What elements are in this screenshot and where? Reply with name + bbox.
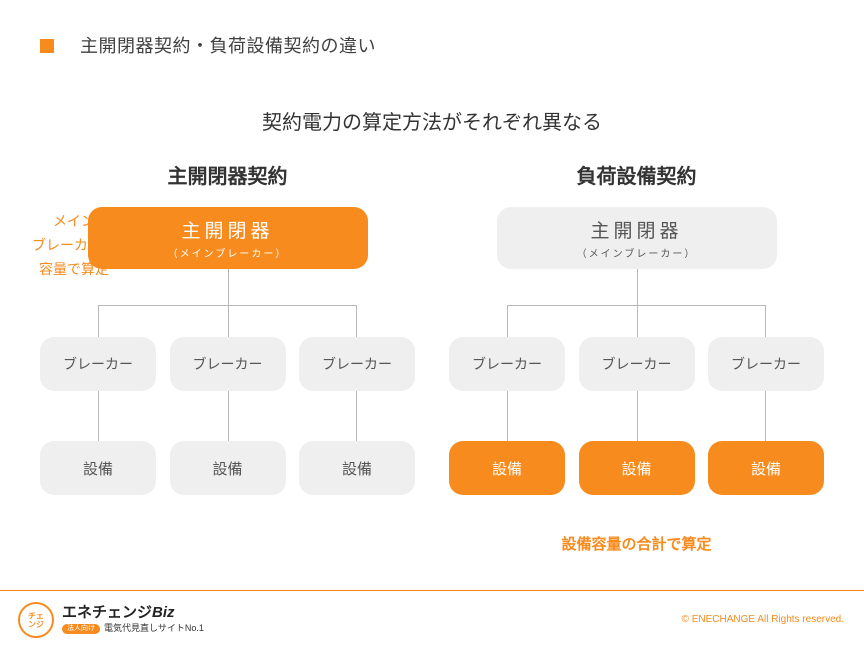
right-breaker-node: ブレーカー (449, 337, 565, 391)
connector-line (98, 391, 99, 441)
brand-logo-name: エネチェンジBiz (62, 605, 204, 622)
right-root-title: 主開閉器 (590, 216, 682, 243)
left-tree: 主開閉器 （メインブレーカー） ブレーカー ブレーカー ブレーカー 設備 設備 … (40, 207, 415, 517)
left-breaker-node: ブレーカー (40, 337, 156, 391)
connector-line (507, 305, 508, 337)
diagram-columns: 主開閉器契約 メイン ブレーカーの 容量で算定 主開閉器 （メインブレーカー） … (40, 160, 824, 554)
right-equipment-node: 設備 (579, 441, 695, 495)
left-breaker-node: ブレーカー (299, 337, 415, 391)
right-column: 負荷設備契約 主開閉器 （メインブレーカー） ブレーカー ブレーカー ブレーカー… (449, 160, 824, 554)
right-breaker-node: ブレーカー (708, 337, 824, 391)
right-tree: 主開閉器 （メインブレーカー） ブレーカー ブレーカー ブレーカー 設備 設備 … (449, 207, 824, 517)
right-equipment-node: 設備 (449, 441, 565, 495)
right-breaker-node: ブレーカー (579, 337, 695, 391)
connector-line (637, 305, 638, 337)
brand-logo-text: エネチェンジBiz 法人向け 電気代見直しサイトNo.1 (62, 605, 204, 633)
connector-line (507, 391, 508, 441)
brand-logo-name-b: Biz (152, 604, 175, 621)
footer: チェ ンジ エネチェンジBiz 法人向け 電気代見直しサイトNo.1 © ENE… (0, 590, 864, 648)
connector-line (356, 305, 357, 337)
header: 主開閉器契約・負荷設備契約の違い (40, 32, 376, 58)
connector-line (765, 305, 766, 337)
right-annotation: 設備容量の合計で算定 (449, 533, 824, 554)
right-column-title: 負荷設備契約 (449, 160, 824, 189)
slide-page: 主開閉器契約・負荷設備契約の違い 契約電力の算定方法がそれぞれ異なる 主開閉器契… (0, 0, 864, 648)
left-equipment-node: 設備 (299, 441, 415, 495)
right-root-subtitle: （メインブレーカー） (577, 245, 697, 260)
brand-logo-sub: 電気代見直しサイトNo.1 (104, 624, 204, 634)
connector-line (228, 391, 229, 441)
left-root-subtitle: （メインブレーカー） (168, 245, 288, 260)
brand-logo-icon: チェ ンジ (18, 602, 54, 638)
left-root-node: 主開閉器 （メインブレーカー） (88, 207, 368, 269)
page-subtitle: 契約電力の算定方法がそれぞれ異なる (0, 106, 864, 135)
svg-text:チェ: チェ (28, 611, 44, 620)
left-column: 主開閉器契約 メイン ブレーカーの 容量で算定 主開閉器 （メインブレーカー） … (40, 160, 415, 554)
connector-line (228, 269, 229, 305)
left-root-title: 主開閉器 (181, 216, 273, 243)
copyright: © ENECHANGE All Rights reserved. (682, 614, 844, 625)
connector-line (637, 269, 638, 305)
connector-line (637, 391, 638, 441)
brand-logo: チェ ンジ エネチェンジBiz 法人向け 電気代見直しサイトNo.1 (18, 602, 204, 638)
brand-logo-pill: 法人向け (62, 624, 100, 634)
left-breaker-node: ブレーカー (170, 337, 286, 391)
left-equipment-node: 設備 (40, 441, 156, 495)
brand-logo-name-a: エネチェンジ (62, 604, 152, 621)
left-equipment-node: 設備 (170, 441, 286, 495)
connector-line (228, 305, 229, 337)
connector-line (356, 391, 357, 441)
page-title: 主開閉器契約・負荷設備契約の違い (80, 32, 376, 58)
right-root-node: 主開閉器 （メインブレーカー） (497, 207, 777, 269)
header-bullet-icon (40, 39, 54, 53)
svg-text:ンジ: ンジ (28, 620, 44, 629)
connector-line (98, 305, 99, 337)
connector-line (765, 391, 766, 441)
left-column-title: 主開閉器契約 (40, 160, 415, 189)
right-equipment-node: 設備 (708, 441, 824, 495)
